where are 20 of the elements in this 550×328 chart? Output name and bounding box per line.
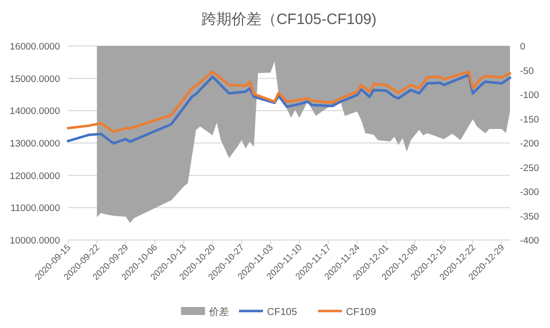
y-tick-label: 16000.0000	[10, 42, 60, 52]
y-tick-label: 13000.0000	[10, 138, 60, 150]
y2-tick-label: -400	[520, 236, 540, 246]
y-tick-label: 11000.0000	[10, 203, 60, 214]
chart-title: 跨期价差（CF105-CF109)	[201, 11, 377, 28]
y-tick-label: 12000.0000	[10, 170, 60, 182]
y-tick-label: 10000.0000	[10, 236, 60, 246]
y2-tick-label: -200	[520, 138, 540, 150]
legend-label: 价差	[208, 306, 229, 318]
legend-label: CF105	[267, 307, 298, 318]
y-tick-label: 14000.0000	[10, 106, 60, 118]
y2-tick-label: -100	[520, 90, 540, 101]
y2-tick-label: -300	[520, 187, 540, 198]
y2-tick-label: -50	[520, 66, 534, 77]
y2-tick-label: -250	[520, 162, 540, 174]
y2-tick-label: 0	[520, 42, 526, 52]
y-tick-label: 15000.0000	[10, 74, 60, 85]
y2-tick-label: -150	[520, 114, 540, 126]
legend-label: CF109	[346, 307, 376, 318]
y2-tick-label: -350	[520, 211, 540, 222]
